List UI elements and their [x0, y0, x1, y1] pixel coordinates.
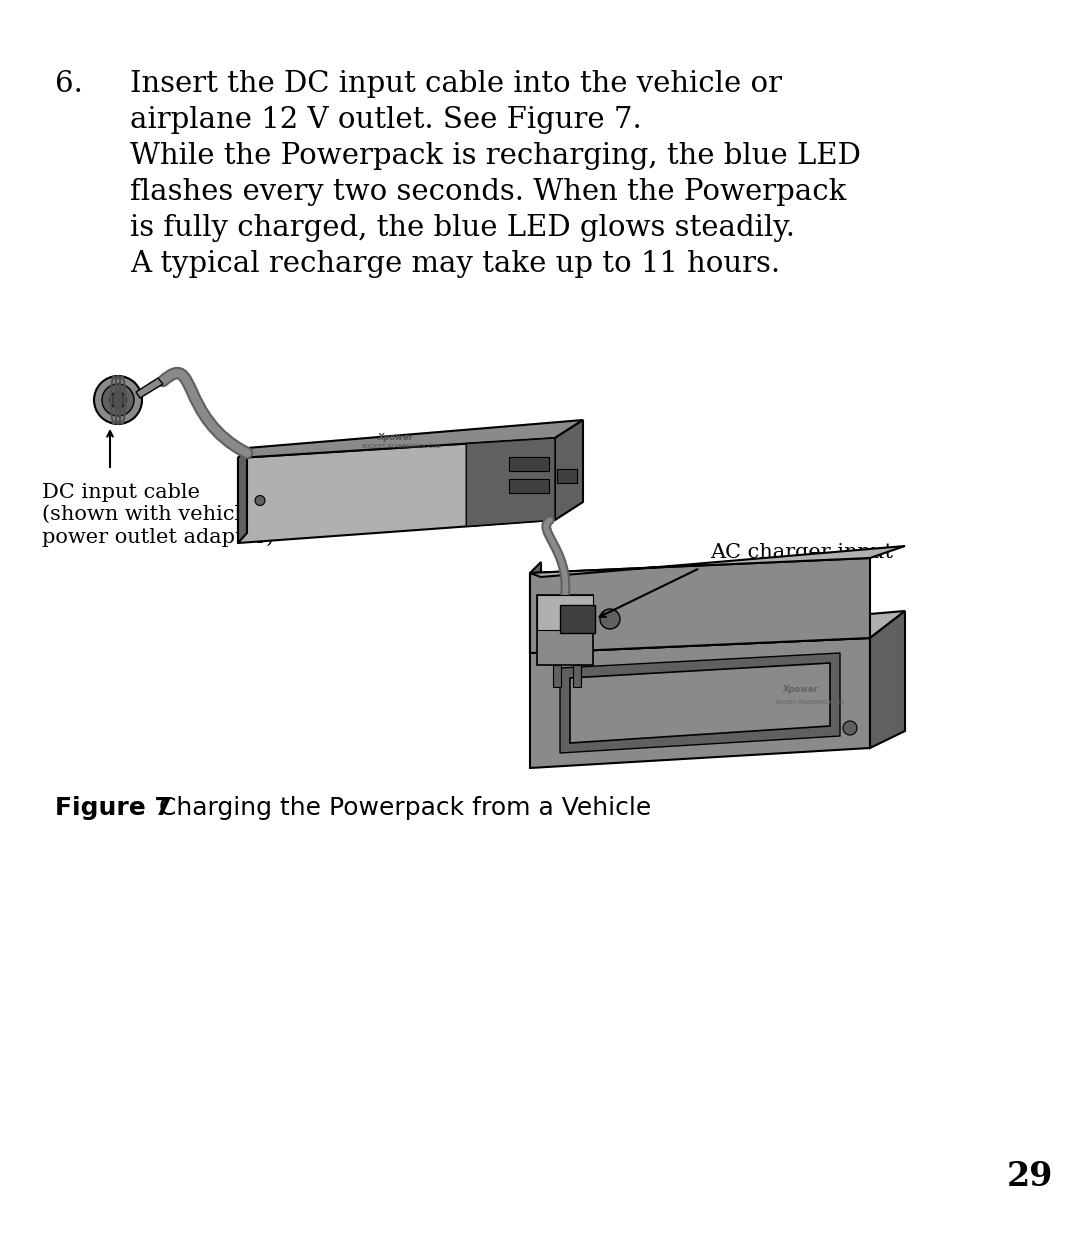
Text: airplane 12 V outlet. See Figure 7.: airplane 12 V outlet. See Figure 7. — [130, 106, 642, 134]
Polygon shape — [553, 665, 561, 687]
Bar — [557, 469, 577, 483]
Polygon shape — [561, 652, 840, 753]
Polygon shape — [870, 612, 905, 748]
Circle shape — [102, 384, 134, 416]
Circle shape — [110, 392, 126, 409]
Polygon shape — [238, 438, 555, 543]
Polygon shape — [555, 420, 583, 520]
Text: Xpower: Xpower — [782, 685, 818, 695]
Bar — [561, 605, 595, 633]
Text: (shown with vehicle: (shown with vehicle — [42, 505, 254, 524]
Text: Figure 7: Figure 7 — [55, 796, 172, 820]
Text: Charging the Powerpack from a Vehicle: Charging the Powerpack from a Vehicle — [135, 796, 651, 820]
Text: DC input cable: DC input cable — [42, 483, 200, 501]
Text: A typical recharge may take up to 11 hours.: A typical recharge may take up to 11 hou… — [130, 250, 780, 279]
Polygon shape — [530, 558, 870, 652]
Polygon shape — [530, 562, 541, 652]
Polygon shape — [530, 638, 870, 768]
Circle shape — [843, 721, 858, 735]
Circle shape — [255, 495, 265, 505]
Text: AC charger input: AC charger input — [710, 543, 893, 562]
Bar — [509, 479, 549, 493]
Text: POCKET·POWERPACK·100: POCKET·POWERPACK·100 — [361, 444, 441, 449]
Text: Xpower: Xpower — [378, 432, 414, 442]
Text: power outlet adapter): power outlet adapter) — [42, 527, 274, 547]
Bar — [509, 457, 549, 470]
Polygon shape — [537, 595, 593, 665]
Polygon shape — [530, 546, 905, 577]
Text: flashes every two seconds. When the Powerpack: flashes every two seconds. When the Powe… — [130, 178, 847, 206]
Text: is fully charged, the blue LED glows steadily.: is fully charged, the blue LED glows ste… — [130, 214, 795, 241]
Polygon shape — [238, 420, 583, 458]
Polygon shape — [136, 378, 163, 397]
Text: 6.: 6. — [55, 71, 83, 98]
Polygon shape — [530, 612, 905, 652]
Text: POCKET·POWERPACK·100: POCKET·POWERPACK·100 — [775, 699, 845, 704]
Polygon shape — [238, 448, 247, 543]
Circle shape — [600, 609, 620, 629]
Text: 29: 29 — [1007, 1160, 1053, 1192]
Polygon shape — [537, 595, 593, 630]
Text: Insert the DC input cable into the vehicle or: Insert the DC input cable into the vehic… — [130, 71, 782, 98]
Polygon shape — [573, 665, 581, 687]
Text: While the Powerpack is recharging, the blue LED: While the Powerpack is recharging, the b… — [130, 142, 861, 170]
Polygon shape — [570, 664, 831, 743]
Circle shape — [94, 376, 141, 423]
Polygon shape — [467, 438, 555, 526]
